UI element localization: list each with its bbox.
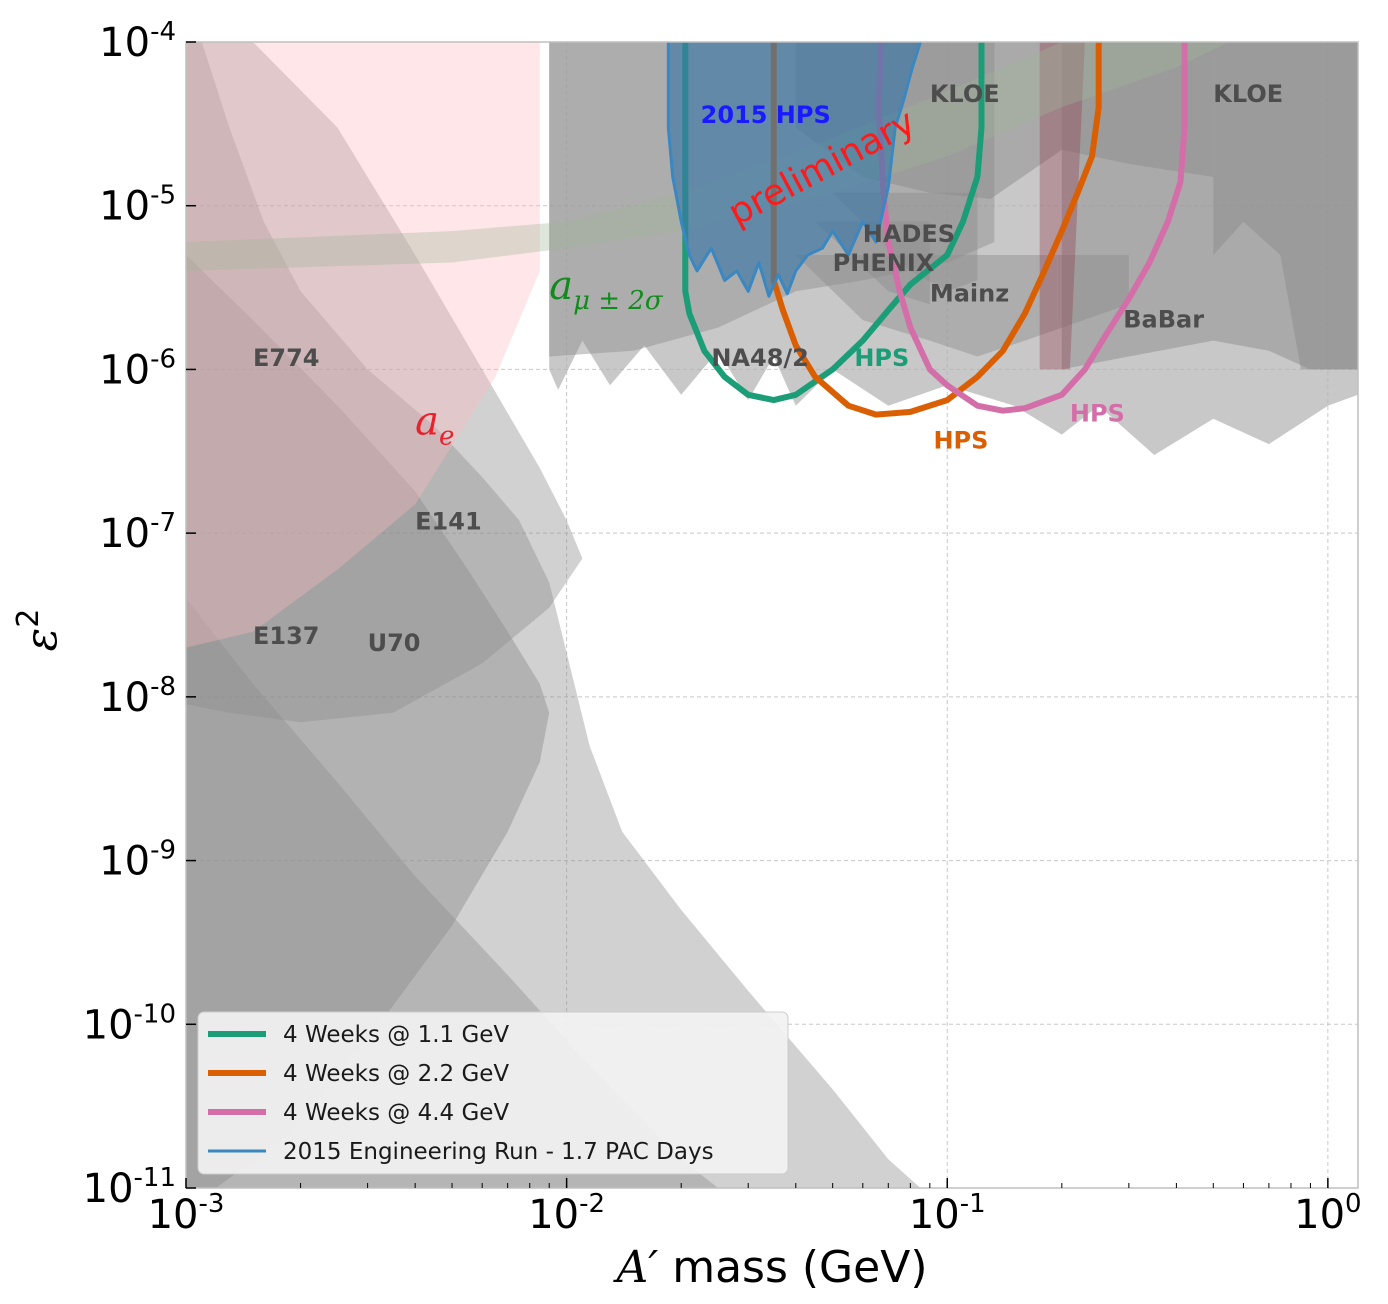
- region-label-1: E141: [415, 508, 482, 536]
- curve-label-0: HPS: [854, 344, 909, 372]
- region-label-2: U70: [368, 629, 421, 657]
- y-tick-label-5: 10-9: [99, 836, 176, 885]
- region-label-10: Mainz: [930, 279, 1009, 307]
- y-tick-label-3: 10-7: [99, 508, 176, 557]
- legend-label-3: 2015 Engineering Run - 1.7 PAC Days: [283, 1139, 714, 1165]
- x-axis-title: A′ mass (GeV): [612, 1242, 927, 1293]
- curve-label-3: 2015 HPS: [701, 101, 831, 129]
- curve-label-1: HPS: [933, 426, 988, 454]
- band-label-1: aμ ± 2σ: [549, 263, 664, 316]
- series-line-1: [770, 42, 1102, 418]
- legend: 4 Weeks @ 1.1 GeV 4 Weeks @ 2.2 GeV 4 Week…: [197, 1011, 789, 1175]
- x-tick-label-1: 10-2: [528, 1189, 605, 1238]
- region-label-3: E137: [253, 622, 320, 650]
- region-label-7: KLOE: [1213, 80, 1283, 108]
- band-label-0: ae: [415, 399, 454, 452]
- x-tick-label-2: 10-1: [909, 1189, 986, 1238]
- y-axis-ticks: 10-4 10-5 10-6 10-7 10-8 10-9 10-10 10-11: [83, 17, 196, 1212]
- sensitivity-curves: [666, 42, 1188, 418]
- region-label-0: E774: [253, 344, 320, 372]
- region-label-5: NA48/2: [711, 344, 809, 372]
- series-line-3: [666, 42, 922, 298]
- y-axis-title: ε2: [11, 609, 67, 652]
- series-line-2: [875, 42, 1188, 414]
- band-1: [186, 42, 1229, 271]
- y-tick-label-4: 10-8: [99, 672, 176, 721]
- y-tick-label-2: 10-6: [99, 344, 176, 393]
- region-label-9: PHENIX: [833, 249, 935, 277]
- region-label-11: BaBar: [1123, 306, 1204, 334]
- legend-label-1: 4 Weeks @ 2.2 GeV: [283, 1061, 509, 1087]
- series-line-0: [682, 42, 985, 404]
- legend-box: [197, 1011, 789, 1175]
- excluded-region-mainz-10: [795, 255, 1129, 357]
- excluded-region-e774-0: [186, 255, 550, 1188]
- x-axis-ticks: 10-3 10-2 10-1 100: [148, 1178, 1362, 1238]
- y-tick-label-0: 10-4: [99, 17, 176, 66]
- y-tick-label-7: 10-11: [83, 1163, 176, 1212]
- band-0: [186, 42, 540, 648]
- legend-label-0: 4 Weeks @ 1.1 GeV: [283, 1022, 509, 1048]
- y-tick-label-6: 10-10: [83, 999, 176, 1048]
- x-tick-label-0: 10-3: [148, 1189, 225, 1238]
- anomalous-moment-bands: [186, 42, 1229, 648]
- curve-label-2: HPS: [1070, 400, 1125, 428]
- region-label-8: HADES: [863, 220, 955, 248]
- region-label-6: KLOE: [930, 80, 1000, 108]
- excluded-region-u70-2: [186, 42, 921, 1188]
- excluded-region-e141-1: [186, 42, 583, 723]
- legend-label-2: 4 Weeks @ 4.4 GeV: [283, 1100, 509, 1126]
- plot-frame: [185, 41, 1359, 1189]
- y-tick-label-1: 10-5: [99, 181, 176, 230]
- x-tick-label-3: 100: [1294, 1189, 1361, 1238]
- excluded-region-generic-12: [1039, 42, 1085, 370]
